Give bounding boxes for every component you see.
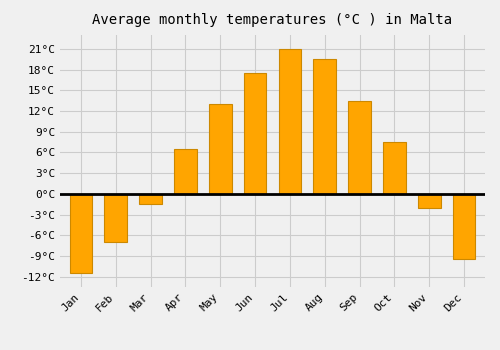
Title: Average monthly temperatures (°C ) in Malta: Average monthly temperatures (°C ) in Ma… <box>92 13 452 27</box>
Bar <box>383 142 406 194</box>
Bar <box>314 59 336 194</box>
Bar <box>104 194 127 242</box>
Bar <box>244 73 266 194</box>
Bar <box>209 104 232 194</box>
Bar <box>348 100 371 194</box>
Bar <box>174 149 197 194</box>
Bar <box>70 194 92 273</box>
Bar <box>278 49 301 194</box>
Bar <box>418 194 440 208</box>
Bar <box>453 194 475 259</box>
Bar <box>140 194 162 204</box>
